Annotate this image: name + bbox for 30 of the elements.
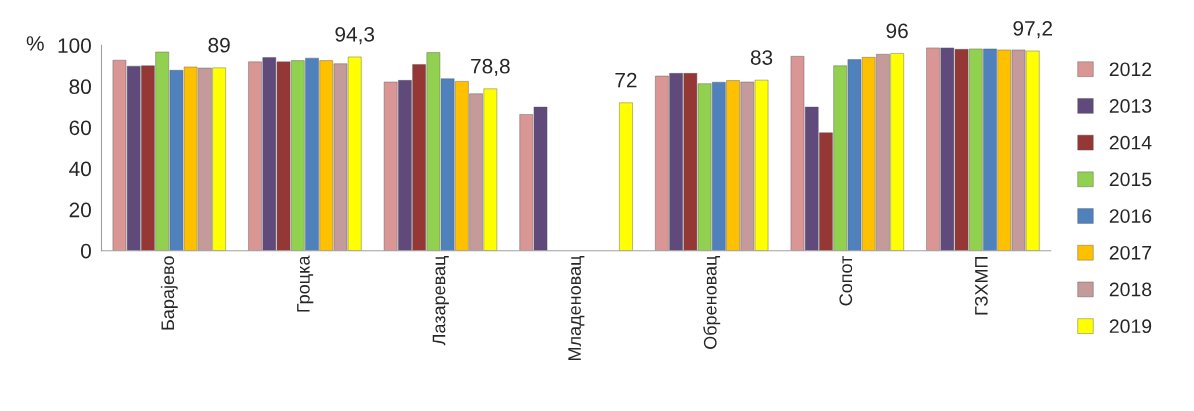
data-label: 78,8 xyxy=(471,58,510,77)
x-tick-label: Лазаревац xyxy=(432,255,449,346)
legend-label: 2012 xyxy=(1109,62,1152,77)
x-tick-label: Младеновац xyxy=(568,255,585,361)
x-tick-label: Барајево xyxy=(160,256,178,330)
data-label: 94,3 xyxy=(335,26,375,45)
bar xyxy=(619,102,633,251)
data-label: 72 xyxy=(615,72,637,88)
x-tick-label: Сопот xyxy=(839,255,853,306)
y-axis-title: % xyxy=(26,36,44,51)
legend-label: 2017 xyxy=(1109,245,1152,260)
y-tick-label: 60 xyxy=(69,120,91,136)
x-tick-label: Гроцка xyxy=(297,255,314,312)
legend-label: 2013 xyxy=(1109,99,1152,113)
legend-label: 2018 xyxy=(1109,282,1152,297)
legend-label: 2019 xyxy=(1109,319,1152,334)
legend-label: 2014 xyxy=(1109,135,1152,150)
y-tick-label: 100 xyxy=(58,38,91,53)
x-tick-label: ГЗХМП xyxy=(974,257,988,315)
y-tick-label: 0 xyxy=(81,243,91,259)
y-tick-label: 20 xyxy=(69,202,91,218)
y-tick-label: 80 xyxy=(69,79,91,95)
data-label: 96 xyxy=(886,23,908,39)
data-label: 89 xyxy=(208,37,230,53)
y-tick-label: 40 xyxy=(69,161,91,177)
data-label: 83 xyxy=(750,50,773,65)
x-tick-label: Обреновац xyxy=(703,255,721,349)
legend-label: 2016 xyxy=(1109,209,1152,223)
legend-label: 2015 xyxy=(1109,172,1152,187)
data-label: 97,2 xyxy=(1013,20,1052,39)
